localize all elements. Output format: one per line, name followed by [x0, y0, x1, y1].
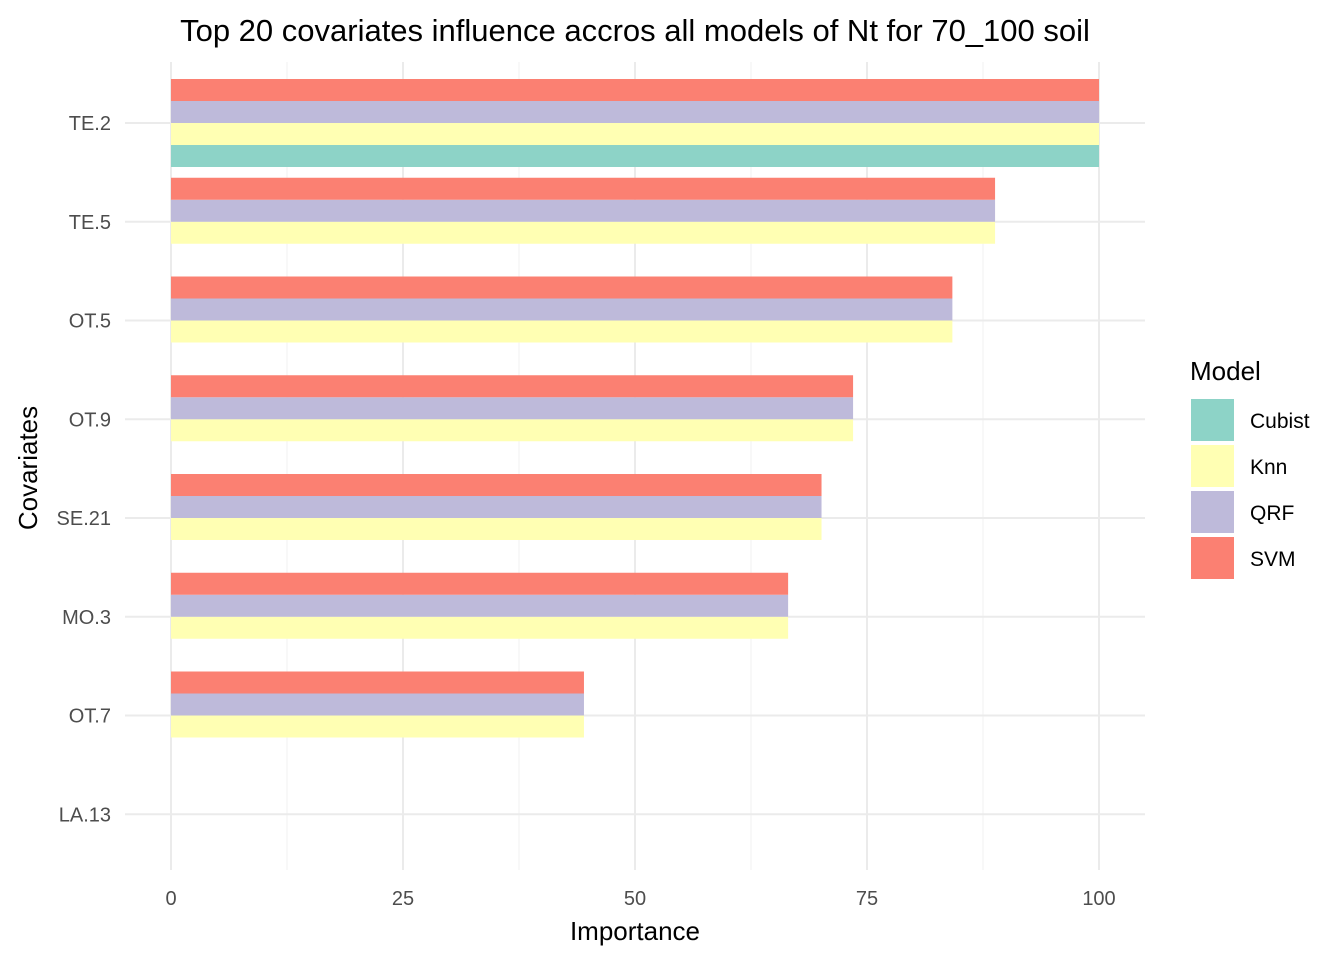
bar-te-5-qrf — [171, 199, 996, 222]
legend: Model Cubist Knn QRF SVM — [1190, 356, 1310, 579]
bar-te-2-knn — [171, 123, 1099, 145]
legend-swatch-knn — [1191, 445, 1234, 487]
bars — [171, 79, 1099, 738]
legend-title: Model — [1190, 356, 1261, 386]
x-tick-label: 100 — [1082, 888, 1115, 910]
bar-ot-9-qrf — [171, 397, 854, 420]
x-tick-label: 50 — [624, 888, 646, 910]
y-axis-title: Covariates — [13, 406, 43, 530]
bar-te-2-qrf — [171, 101, 1099, 123]
legend-label-qrf: QRF — [1250, 502, 1294, 525]
y-tick-label: OT.7 — [69, 706, 111, 728]
bar-ot-7-knn — [171, 715, 584, 738]
axis-ticks: 0 25 50 75 100 TE.2 TE.5 OT.5 OT.9 SE.21 MO.3 OT.7 L… — [57, 113, 1116, 910]
legend-label-knn: Knn — [1250, 456, 1287, 479]
legend-label-svm: SVM — [1250, 548, 1296, 571]
bar-se-21-knn — [171, 518, 822, 540]
bar-mo-3-knn — [171, 616, 789, 639]
bar-te-5-knn — [171, 221, 996, 244]
y-tick-label: TE.2 — [69, 113, 111, 135]
bar-te-2-svm — [171, 79, 1099, 101]
x-tick-label: 25 — [392, 888, 414, 910]
y-tick-label: OT.9 — [69, 409, 111, 431]
y-tick-label: MO.3 — [62, 607, 111, 629]
legend-swatch-cubist — [1191, 399, 1234, 441]
bar-ot-5-svm — [171, 276, 953, 299]
bar-te-2-cubist — [171, 145, 1099, 167]
y-tick-label: LA.13 — [59, 804, 111, 826]
bar-ot-9-svm — [171, 375, 854, 398]
y-tick-label: TE.5 — [69, 212, 111, 234]
y-tick-label: OT.5 — [69, 311, 111, 333]
legend-label-cubist: Cubist — [1250, 410, 1310, 433]
bar-ot-9-knn — [171, 419, 854, 442]
y-tick-label: SE.21 — [57, 508, 111, 530]
bar-ot-7-svm — [171, 671, 584, 694]
legend-swatch-qrf — [1191, 491, 1234, 533]
bar-ot-7-qrf — [171, 693, 584, 716]
chart-title: Top 20 covariates influence accros all m… — [180, 13, 1090, 48]
bar-ot-5-qrf — [171, 298, 953, 321]
bar-mo-3-svm — [171, 572, 789, 595]
legend-swatch-svm — [1191, 537, 1234, 579]
bar-ot-5-knn — [171, 320, 953, 343]
bar-mo-3-qrf — [171, 594, 789, 617]
x-tick-label: 75 — [856, 888, 878, 910]
bar-se-21-svm — [171, 474, 822, 496]
x-tick-label: 0 — [165, 888, 176, 910]
bar-se-21-qrf — [171, 496, 822, 518]
x-axis-title: Importance — [570, 916, 700, 946]
bar-te-5-svm — [171, 177, 996, 200]
